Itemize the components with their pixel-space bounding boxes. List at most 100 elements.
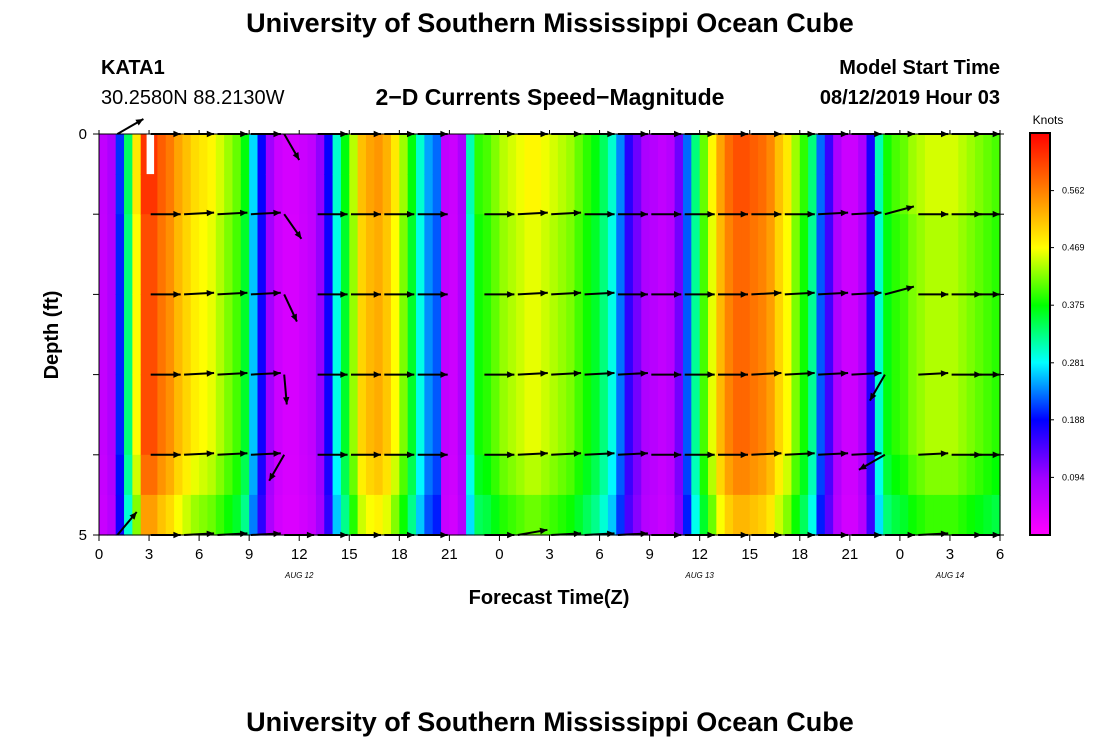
heatmap-cell	[599, 494, 609, 536]
heatmap-cell	[474, 214, 484, 295]
heatmap-cell	[165, 174, 175, 215]
heatmap-cell	[257, 454, 267, 496]
x-tick-label: 3	[946, 546, 954, 563]
current-vector	[384, 371, 415, 378]
heatmap-cell	[899, 174, 909, 215]
heatmap-cell	[974, 134, 984, 175]
current-vector	[250, 450, 281, 457]
heatmap-cell	[557, 454, 567, 496]
heatmap-cell	[874, 374, 884, 456]
heatmap-cell	[215, 494, 225, 536]
heatmap-cell	[599, 294, 609, 376]
heatmap-cell	[441, 454, 450, 496]
heatmap-cell	[315, 374, 325, 456]
heatmap-cell	[708, 294, 717, 376]
heatmap-cell	[257, 494, 267, 536]
current-vector	[417, 451, 448, 459]
heatmap-cell	[274, 454, 284, 496]
heatmap-cell	[482, 174, 492, 215]
heatmap-cell	[491, 294, 501, 376]
heatmap-cell	[107, 214, 117, 295]
heatmap-cell	[365, 494, 375, 536]
heatmap-cell	[591, 454, 601, 496]
heatmap-cell	[224, 214, 234, 295]
heatmap-cell	[474, 134, 484, 175]
heatmap-cell	[858, 214, 868, 295]
heatmap-cell	[858, 454, 868, 496]
heatmap-cell	[582, 294, 592, 376]
heatmap-cell	[624, 174, 634, 215]
heatmap-cell	[249, 214, 259, 295]
heatmap-cell	[899, 294, 909, 376]
heatmap-cell	[632, 174, 642, 215]
heatmap-cell	[716, 134, 726, 175]
heatmap-cell	[666, 214, 676, 295]
heatmap-cell	[115, 454, 125, 496]
current-vector	[551, 450, 582, 457]
heatmap-cell	[908, 294, 918, 376]
heatmap-cell	[115, 214, 125, 295]
heatmap-cell	[783, 174, 793, 215]
current-vector	[484, 210, 515, 218]
heatmap-cell	[524, 134, 534, 175]
heatmap-cell	[682, 134, 692, 175]
heatmap-cell	[482, 134, 492, 175]
heatmap-cell	[466, 174, 476, 215]
heatmap-cell	[733, 454, 742, 496]
heatmap-cell	[624, 294, 634, 376]
heatmap-cell	[240, 494, 250, 536]
heatmap-cell	[833, 134, 843, 175]
heatmap-cell	[674, 174, 684, 215]
heatmap-cell	[758, 214, 767, 295]
current-vector	[751, 450, 782, 457]
heatmap-cell	[340, 214, 350, 295]
heatmap-cell	[916, 174, 926, 215]
heatmap-cell	[199, 174, 209, 215]
heatmap-cell	[783, 214, 793, 295]
heatmap-cell	[307, 494, 317, 536]
heatmap-cell	[708, 174, 717, 215]
heatmap-cell	[682, 454, 692, 496]
heatmap-cell	[215, 174, 225, 215]
heatmap-cell	[365, 374, 375, 456]
heatmap-cell	[708, 454, 717, 496]
heatmap-cell	[924, 454, 934, 496]
heatmap-cell	[974, 174, 984, 215]
heatmap-cell	[416, 454, 425, 496]
heatmap-cell	[891, 174, 901, 215]
heatmap-cell	[799, 174, 809, 215]
colorbar-tick-label: 0.469	[1062, 243, 1085, 253]
current-vector	[918, 450, 949, 457]
heatmap-cell	[507, 294, 517, 376]
colorbar-tick-label: 0.281	[1062, 358, 1085, 368]
heatmap-cell	[357, 454, 367, 496]
y-axis: 05	[79, 126, 1004, 544]
heatmap-cell	[290, 294, 300, 376]
heatmap-cell	[416, 494, 425, 536]
x-tick-label: 21	[841, 546, 858, 563]
heatmap-cell	[432, 174, 442, 215]
heatmap-cell	[332, 494, 342, 536]
heatmap-cell	[766, 134, 776, 175]
current-vector	[283, 293, 298, 323]
heatmap-cell	[591, 174, 601, 215]
heatmap-cell	[257, 374, 267, 456]
current-vector	[517, 290, 548, 297]
heatmap-cell	[499, 454, 509, 496]
heatmap-cell	[407, 174, 417, 215]
heatmap-cell	[582, 374, 592, 456]
heatmap-cell	[949, 214, 959, 295]
heatmap-cell	[791, 454, 801, 496]
heatmap-cell	[132, 214, 142, 295]
heatmap-cell	[699, 174, 709, 215]
heatmap-cell	[174, 214, 184, 295]
heatmap-cell	[874, 174, 884, 215]
heatmap-cell	[257, 174, 267, 215]
heatmap-cell	[833, 294, 843, 376]
heatmap-cell	[124, 374, 133, 456]
heatmap-cell	[407, 134, 417, 175]
current-vector	[250, 209, 281, 217]
heatmap-cell	[365, 454, 375, 496]
heatmap-cell	[607, 134, 617, 175]
